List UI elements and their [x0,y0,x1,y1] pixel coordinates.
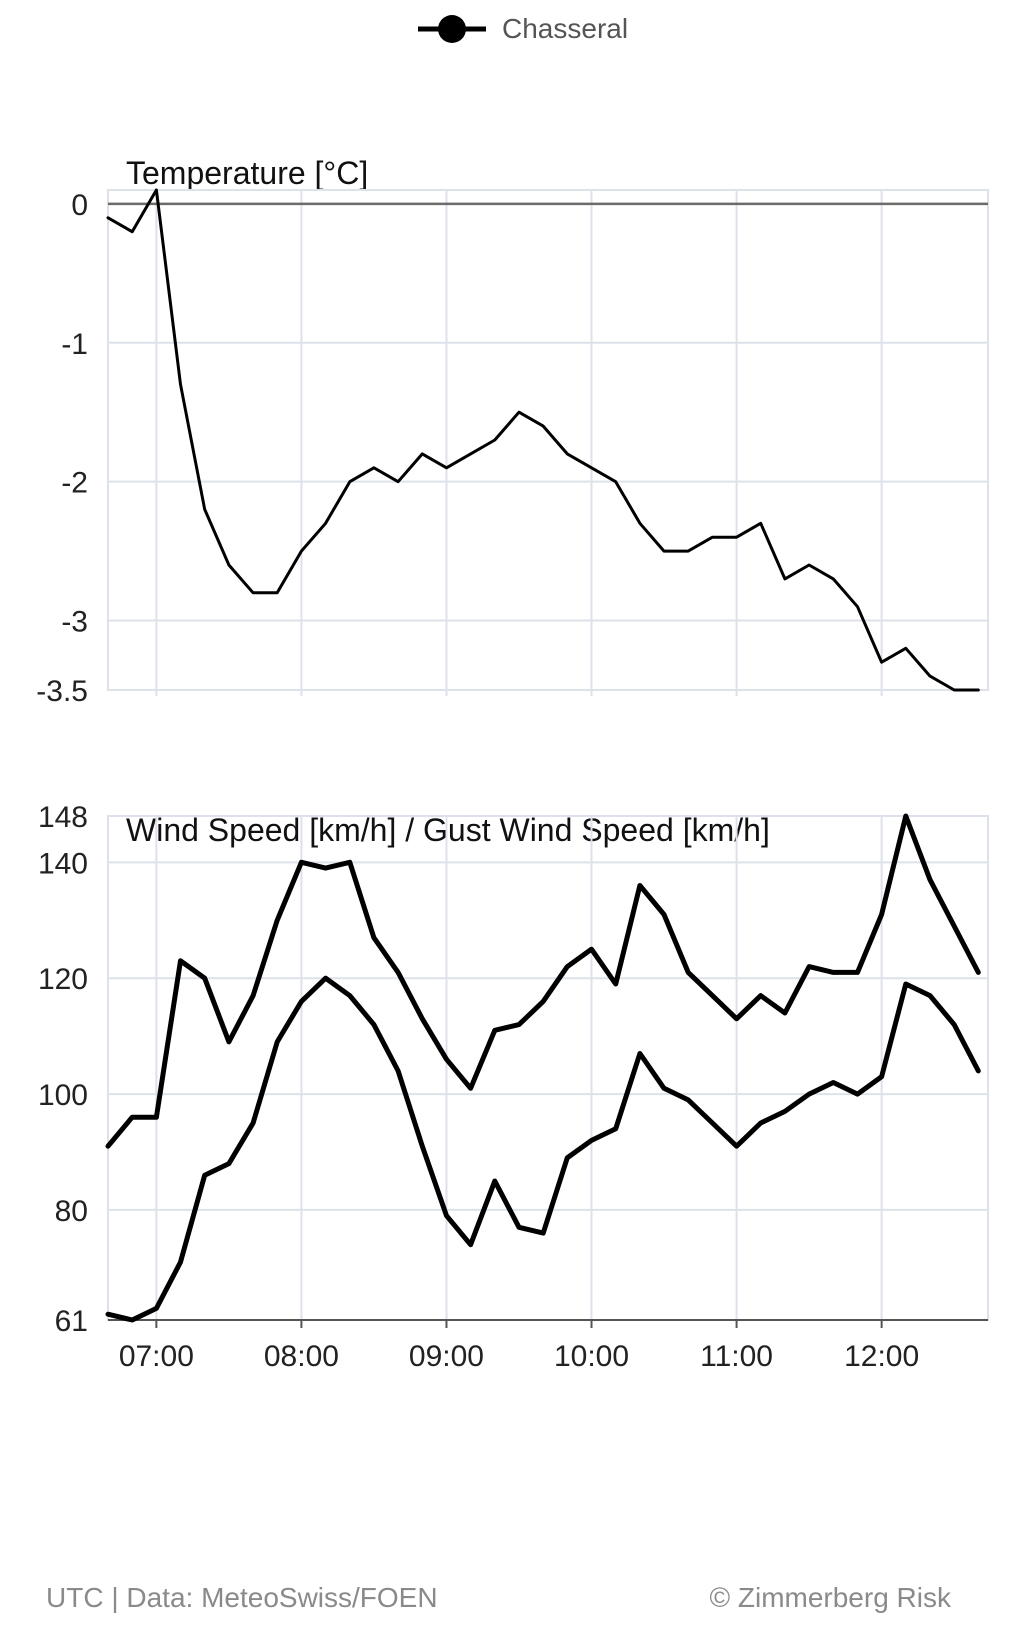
legend-marker-icon [438,15,466,43]
legend-label: Chasseral [502,13,628,44]
wind-grid [107,815,989,1321]
series-line-2 [105,975,981,1323]
y-tick-label: 148 [38,801,88,834]
y-tick-label: 0 [71,189,88,222]
temperature-y-axis: 0 -1 -2 -3 -3.5 [36,189,88,708]
legend: Chasseral [418,13,628,44]
wind-panel-title: Wind Speed [km/h] / Gust Wind Speed [km/… [126,812,770,848]
wind-lines [105,813,981,1323]
y-tick-label: 61 [55,1305,88,1338]
wind-y-axis: 148 140 120 100 80 61 [38,801,88,1338]
y-tick-label: 80 [55,1195,88,1228]
wind-panel: Wind Speed [km/h] / Gust Wind Speed [km/… [38,801,989,1373]
temperature-lines [106,188,980,692]
wind-x-axis: 07:00 08:00 09:00 10:00 11:00 12:00 [108,1319,988,1373]
x-tick-label: 10:00 [554,1340,629,1373]
footer-source: UTC | Data: MeteoSwiss/FOEN [46,1582,438,1613]
y-tick-label: 100 [38,1079,88,1112]
temperature-panel: Temperature [°C] 0 -1 -2 -3 -3.5 [36,155,989,708]
y-tick-label: -2 [61,467,88,500]
y-tick-label: -1 [61,328,88,361]
temperature-grid [107,189,989,696]
y-tick-label: -3 [61,606,88,639]
plot-frame [107,815,989,1321]
x-tick-label: 07:00 [119,1340,194,1373]
footer-copyright: © Zimmerberg Risk [709,1582,951,1613]
series-line-1 [106,188,980,692]
temperature-panel-title: Temperature [°C] [126,155,368,191]
x-tick-label: 09:00 [409,1340,484,1373]
y-tick-label: 120 [38,963,88,996]
x-tick-label: 12:00 [844,1340,919,1373]
y-tick-label: -3.5 [36,675,88,708]
x-tick-label: 11:00 [700,1340,773,1373]
series-line-1 [105,813,981,1149]
y-tick-label: 140 [38,847,88,880]
plot-frame [107,189,989,691]
x-tick-label: 08:00 [264,1340,339,1373]
